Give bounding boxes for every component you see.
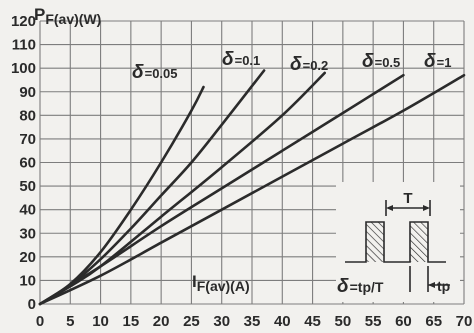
series-label-3-value: =0.5 [375, 55, 401, 70]
y-tick-label-8: 80 [19, 107, 36, 124]
y-tick-label-3: 30 [19, 225, 36, 242]
series-label-0-value: =0.05 [145, 66, 178, 81]
period-label: T [403, 190, 412, 207]
y-tick-label-6: 60 [19, 155, 36, 172]
y-tick-label-9: 90 [19, 84, 36, 101]
x-tick-label-13: 65 [425, 313, 442, 330]
series-label-3: δ=0.5 [362, 51, 400, 72]
series-label-2-value: =0.2 [303, 58, 329, 73]
tp-arrow-head [428, 282, 435, 288]
y-axis-title-main: P [34, 5, 45, 24]
series-label-1-symbol: δ [222, 49, 234, 70]
y-tick-label-10: 100 [11, 60, 36, 77]
x-axis-title: IF(av)(A) [192, 272, 250, 294]
x-tick-label-4: 20 [153, 313, 170, 330]
x-tick-label-1: 5 [66, 313, 74, 330]
pulse-inset: T tp δ=tp/T [336, 182, 460, 302]
curves [38, 69, 466, 306]
x-axis-ticks: 0 5 10 15 20 25 30 35 40 45 50 55 60 65 70 [36, 313, 473, 330]
y-axis-title-sub: F(av)(W) [45, 11, 101, 27]
x-axis-title-main: I [192, 272, 197, 291]
y-tick-label-0: 0 [28, 296, 36, 313]
x-tick-label-0: 0 [36, 313, 44, 330]
series-label-0-symbol: δ [132, 62, 144, 83]
series-label-4: δ=1 [424, 51, 451, 72]
y-tick-label-4: 40 [19, 202, 36, 219]
x-tick-label-2: 10 [92, 313, 109, 330]
y-axis-ticks: 0 10 20 30 40 50 60 70 80 90 100 110 120 [11, 13, 36, 313]
inset-background [336, 182, 460, 302]
duty-cycle-expression: =tp/T [350, 279, 384, 295]
series-label-4-symbol: δ [424, 51, 436, 72]
x-tick-label-3: 15 [123, 313, 140, 330]
x-tick-label-8: 40 [274, 313, 291, 330]
period-arrow-head-right [423, 205, 430, 211]
series-label-4-value: =1 [437, 55, 452, 70]
y-axis-title: PF(av)(W) [34, 5, 101, 27]
x-tick-label-7: 35 [244, 313, 261, 330]
series-line-4 [38, 73, 466, 306]
y-tick-label-2: 20 [19, 249, 36, 266]
x-tick-label-10: 50 [335, 313, 352, 330]
tp-label: tp [437, 278, 450, 294]
x-axis-title-sub: F(av)(A) [197, 278, 250, 294]
x-tick-label-9: 45 [304, 313, 321, 330]
series-line-0 [38, 85, 205, 306]
series-label-0: δ=0.05 [132, 62, 178, 83]
pulse-hatch-1 [366, 222, 384, 262]
x-tick-label-14: 70 [456, 313, 473, 330]
y-tick-label-5: 50 [19, 178, 36, 195]
series-line-3 [38, 73, 405, 306]
pulse-hatch-2 [410, 222, 428, 262]
x-tick-label-11: 55 [365, 313, 382, 330]
series-label-1-value: =0.1 [235, 53, 261, 68]
series-label-3-symbol: δ [362, 51, 374, 72]
x-tick-label-12: 60 [395, 313, 412, 330]
x-tick-label-5: 25 [183, 313, 200, 330]
y-tick-label-7: 70 [19, 131, 36, 148]
series-label-1: δ=0.1 [222, 49, 260, 70]
x-tick-label-6: 30 [213, 313, 230, 330]
period-arrow-head-left [386, 205, 393, 211]
series-line-1 [38, 69, 266, 306]
y-tick-label-12: 120 [11, 13, 36, 30]
duty-cycle-formula: δ=tp/T [337, 276, 384, 297]
duty-cycle-symbol: δ [337, 276, 349, 297]
series-label-2: δ=0.2 [290, 54, 328, 75]
series-label-2-symbol: δ [290, 54, 302, 75]
y-tick-label-1: 10 [19, 272, 36, 289]
y-tick-label-11: 110 [12, 37, 36, 54]
